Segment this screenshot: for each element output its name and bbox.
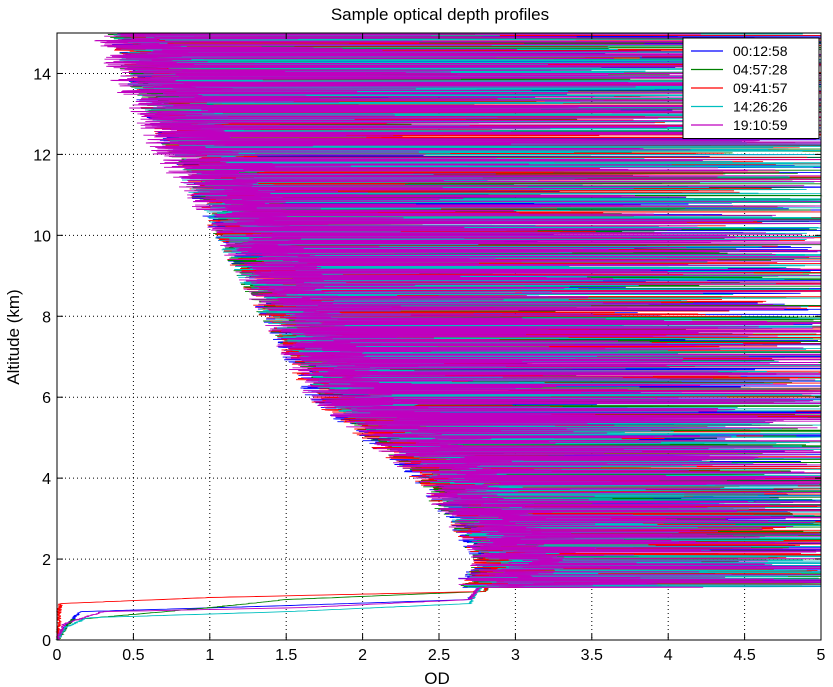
chart-title: Sample optical depth profiles — [331, 5, 549, 24]
legend-label: 04:57:28 — [733, 62, 788, 78]
x-tick-label: 4.5 — [733, 647, 755, 664]
x-tick-label: 2.5 — [428, 647, 450, 664]
y-tick-label: 10 — [33, 228, 51, 245]
y-tick-label: 8 — [42, 309, 51, 326]
x-tick-label: 2 — [358, 647, 367, 664]
legend-label: 09:41:57 — [733, 80, 788, 96]
legend: 00:12:58 04:57:28 09:41:57 14:26:26 19:10:59 — [682, 37, 820, 139]
y-tick-label: 14 — [33, 66, 51, 83]
x-tick-label: 1.5 — [275, 647, 297, 664]
legend-label: 19:10:59 — [733, 117, 788, 133]
x-tick-label: 0.5 — [122, 647, 144, 664]
x-tick-label: 4 — [664, 647, 673, 664]
y-tick-label: 0 — [42, 633, 51, 650]
x-tick-label: 5 — [817, 647, 826, 664]
x-tick-label: 3 — [511, 647, 520, 664]
x-tick-label: 0 — [53, 647, 62, 664]
y-axis-label: Altitude (km) — [4, 289, 23, 384]
legend-label: 00:12:58 — [733, 43, 788, 59]
y-tick-label: 2 — [42, 552, 51, 569]
y-tick-label: 12 — [33, 147, 51, 164]
x-tick-label: 1 — [205, 647, 214, 664]
optical-depth-profiles — [55, 32, 823, 641]
axis-ticks: 0 0.5 1 1.5 2 2.5 3 3.5 4 4.5 5 0 2 4 6 8 10 12 14 — [33, 33, 826, 664]
x-axis-label: OD — [424, 669, 450, 687]
y-tick-label: 6 — [42, 390, 51, 407]
y-tick-label: 4 — [42, 471, 51, 488]
x-tick-label: 3.5 — [581, 647, 603, 664]
legend-label: 14:26:26 — [733, 99, 788, 115]
series-line-4 — [55, 32, 822, 641]
